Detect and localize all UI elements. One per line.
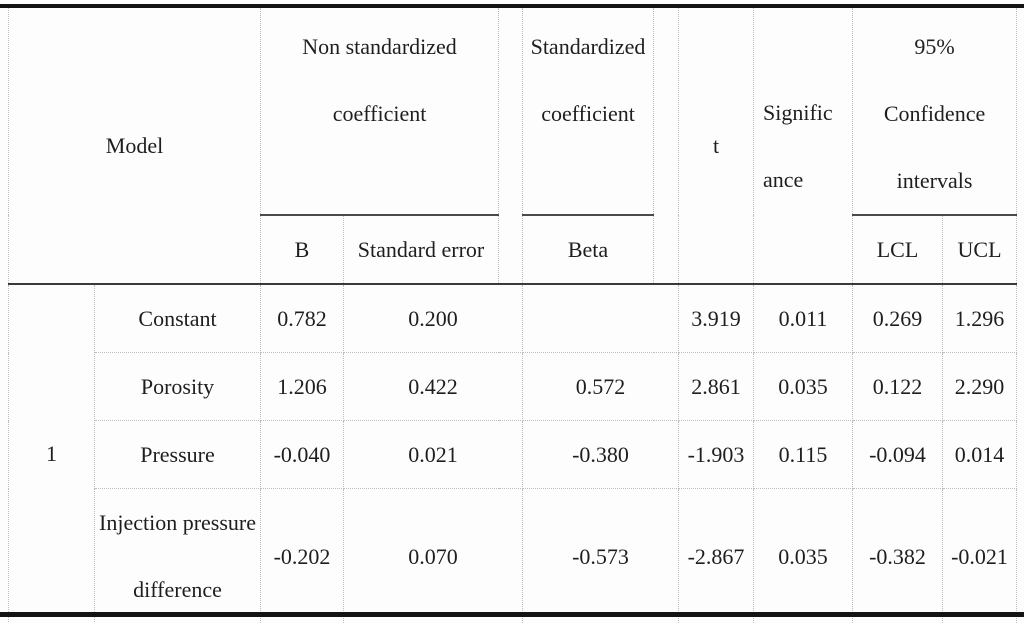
header-standard-error-cell: Standard error <box>343 215 500 285</box>
cell-ipd-lcl: -0.382 <box>852 488 944 623</box>
header-lcl-cell: LCL <box>852 215 944 285</box>
cell-porosity-se: 0.422 <box>343 352 524 421</box>
cell-pressure-se: 0.021 <box>343 420 524 489</box>
header-ci-line1: 95% <box>914 34 955 59</box>
header-model-label: Model <box>105 133 164 158</box>
cell-porosity-t: 2.861 <box>678 352 755 421</box>
cell-ipd-sig: 0.035 <box>753 488 854 623</box>
header-t-cell: t <box>678 8 755 285</box>
header-significance-line1: Signific <box>763 99 833 125</box>
row-label-ipd-line2: difference <box>133 577 222 602</box>
row-label-pressure: Pressure <box>93 420 262 489</box>
header-ucl-cell: UCL <box>942 215 1018 285</box>
header-confidence-intervals-cell: 95% Confidence intervals <box>852 8 1018 216</box>
regression-table: Model Non standardized coefficient Stand… <box>7 8 1018 623</box>
header-b-cell: B <box>260 215 345 285</box>
cell-constant-lcl: 0.269 <box>852 284 944 353</box>
cell-constant-sig: 0.011 <box>753 284 854 353</box>
header-std-coefficient-cell: Standardized coefficient <box>522 8 655 216</box>
header-nonstd-coefficient-cell: Non standardized coefficient <box>260 8 500 216</box>
row-label-ipd-line1: Injection pressure <box>99 510 256 535</box>
cell-pressure-sig: 0.115 <box>753 420 854 489</box>
spacer-cell-right <box>653 8 680 285</box>
cell-porosity-beta: 0.572 <box>522 352 680 421</box>
cell-constant-beta <box>522 284 680 353</box>
row-label-constant: Constant <box>93 284 262 353</box>
cell-pressure-b: -0.040 <box>260 420 345 489</box>
cell-porosity-sig: 0.035 <box>753 352 854 421</box>
cell-porosity-b: 1.206 <box>260 352 345 421</box>
cell-pressure-beta: -0.380 <box>522 420 680 489</box>
cell-ipd-beta: -0.573 <box>522 488 680 623</box>
cell-ipd-ucl: -0.021 <box>942 488 1018 623</box>
header-ci-line2: Confidence <box>883 101 986 126</box>
cell-pressure-ucl: 0.014 <box>942 420 1018 489</box>
cell-porosity-ucl: 2.290 <box>942 352 1018 421</box>
header-model-cell: Model <box>7 8 262 285</box>
cell-pressure-t: -1.903 <box>678 420 755 489</box>
header-significance-cell: Signific ance <box>753 8 854 285</box>
cell-pressure-lcl: -0.094 <box>852 420 944 489</box>
spacer-cell-left <box>498 8 524 285</box>
cell-ipd-t: -2.867 <box>678 488 755 623</box>
table-bottom-border <box>0 612 1024 617</box>
row-label-injection-pressure-difference: Injection pressure difference <box>93 488 262 623</box>
cell-constant-t: 3.919 <box>678 284 755 353</box>
cell-ipd-se: 0.070 <box>343 488 524 623</box>
header-ci-line3: intervals <box>896 168 973 193</box>
table-top-border <box>0 4 1024 8</box>
header-nonstd-line1: Non standardized <box>302 34 457 59</box>
cell-porosity-lcl: 0.122 <box>852 352 944 421</box>
cell-ipd-b: -0.202 <box>260 488 345 623</box>
cell-constant-b: 0.782 <box>260 284 345 353</box>
cell-constant-ucl: 1.296 <box>942 284 1018 353</box>
header-std-line2: coefficient <box>541 101 635 126</box>
header-nonstd-line2: coefficient <box>332 101 427 126</box>
header-std-line1: Standardized <box>530 34 646 59</box>
header-significance-line2: ance <box>763 166 804 192</box>
model-number-cell: 1 <box>8 284 95 623</box>
cell-constant-se: 0.200 <box>343 284 524 353</box>
header-t-label: t <box>712 133 720 158</box>
header-beta-cell: Beta <box>522 215 655 285</box>
row-label-porosity: Porosity <box>93 352 262 421</box>
